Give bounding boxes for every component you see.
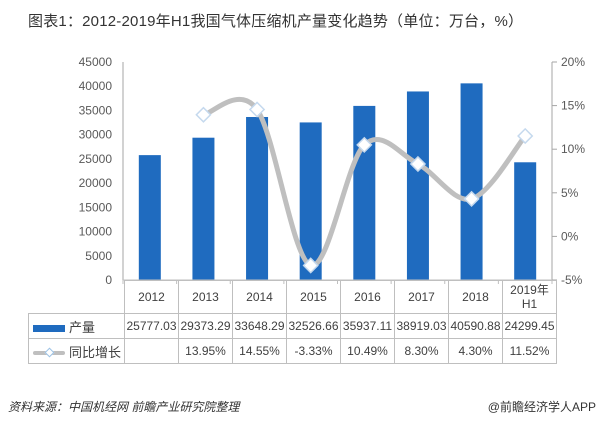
table-cell: 38919.03 [394,313,449,339]
right-tick-label: 15% [561,99,585,113]
diamond-marker-icon [517,127,534,145]
legend-label: 产量 [69,319,96,335]
credit-note: @前瞻经济学人APP [487,400,596,414]
table-header-cell: 2013 [178,280,233,314]
bar-legend-swatch-icon [33,324,65,332]
legend-production: 产量 [28,313,125,339]
left-tick-label: 30000 [79,128,113,142]
diamond-marker-icon [302,257,319,274]
table-cell: 33648.29 [232,313,287,339]
left-tick-label: 0 [105,273,112,287]
table-cell: 40590.88 [448,313,503,339]
left-tick-label: 15000 [79,200,113,214]
table-cell: -3.33% [286,338,341,364]
table-header-cell: 2015 [286,280,341,314]
bar [406,91,429,280]
left-tick-label: 25000 [79,152,113,166]
table-cell: 32526.66 [286,313,341,339]
left-tick-label: 35000 [79,103,113,117]
table-cell [124,338,179,364]
table-cell: 14.55% [232,338,287,364]
table-cell: 13.95% [178,338,233,364]
right-tick-label: 20% [561,55,585,69]
source-note: 资料来源：中国机经网 前瞻产业研究院整理 [8,400,240,414]
table-cell: 8.30% [394,338,449,364]
diamond-marker-icon [463,190,480,208]
right-tick-label: 10% [561,142,585,156]
right-axis-ticks: -5% 0% 5% 10% 15% 20% [552,55,585,287]
table-cell: 4.30% [448,338,503,364]
table-header-cell: 2012 [124,280,179,314]
bar-series-production [122,83,553,284]
table-header-cell: 2016 [340,280,395,314]
diamond-marker-icon [356,136,373,154]
diamond-marker-icon [248,101,266,118]
diamond-marker-icon [409,155,427,173]
legend-label: 同比增长 [69,344,122,360]
left-tick-label: 5000 [85,249,112,263]
line-legend-swatch-icon [33,351,65,356]
bar [514,162,537,280]
table-header-cell-2019h1: 2019年 H1 [502,280,557,314]
chart-title: 图表1：2012-2019年H1我国气体压缩机产量变化趋势（单位：万台，%） [28,13,524,30]
right-tick-label: -5% [561,273,583,287]
left-tick-label: 10000 [79,225,113,239]
right-tick-label: 5% [561,186,579,200]
left-tick-label: 40000 [79,79,113,93]
bar [299,122,322,281]
table-header-cell: 2017 [394,280,449,314]
bar [192,137,215,280]
table-header-row: 2012 2013 2014 2015 2016 2017 2018 2019年… [28,280,557,314]
bar [138,155,161,280]
table-row-production: 产量 25777.03 29373.29 33648.29 32526.66 3… [28,313,557,339]
header-2019-line1: 2019年 [510,283,549,297]
left-tick-label: 20000 [79,176,113,190]
table-cell: 29373.29 [178,313,233,339]
table-cell: 10.49% [340,338,395,364]
left-tick-label: 45000 [79,55,113,69]
table-row-yoy-growth: 同比增长 13.95% 14.55% -3.33% 10.49% 8.30% 4… [28,338,557,364]
table-corner [28,280,125,314]
table-header-cell: 2014 [232,280,287,314]
left-axis-ticks: 0 5000 10000 15000 20000 25000 30000 35000 40000… [79,55,113,287]
bar [353,105,376,281]
line-markers [195,101,534,274]
legend-yoy-growth: 同比增长 [28,338,125,364]
table-cell: 35937.11 [340,313,395,339]
table-header-cell: 2018 [448,280,503,314]
right-tick-label: 0% [561,229,579,243]
header-2019-line2: H1 [521,297,538,311]
bar [460,83,483,280]
bar [246,116,269,280]
diamond-marker-icon [195,106,212,123]
data-table: 2012 2013 2014 2015 2016 2017 2018 2019年… [28,280,557,364]
table-cell: 11.52% [502,338,557,364]
table-cell: 25777.03 [124,313,179,339]
table-cell: 24299.45 [502,313,557,339]
